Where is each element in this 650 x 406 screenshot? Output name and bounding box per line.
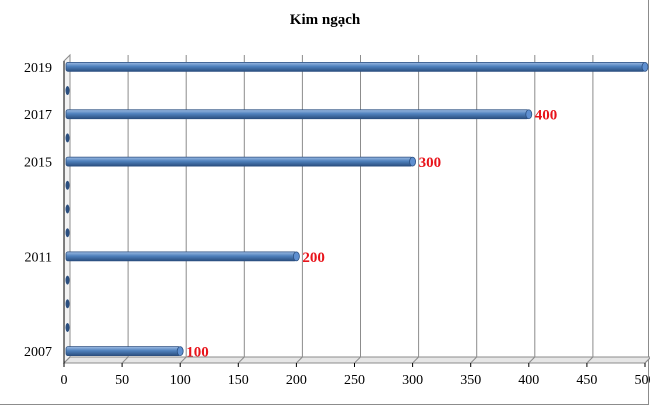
bar-cap [525, 109, 533, 120]
bar-zero [65, 228, 70, 238]
bar-zero [65, 275, 70, 285]
grid-layer [62, 53, 650, 365]
gridline-depth [412, 356, 419, 364]
gridline-depth [296, 356, 303, 364]
x-tick-label: 500 [635, 373, 650, 388]
bar [65, 109, 530, 120]
bar-layer [65, 61, 649, 357]
bar [65, 251, 297, 262]
data-label: 400 [535, 108, 558, 124]
x-tick-label: 400 [518, 373, 539, 388]
x-tick-label: 100 [170, 373, 191, 388]
bar-zero [65, 86, 70, 96]
bar-cap [409, 156, 417, 167]
y-tick-label: 2017 [24, 108, 52, 123]
bar [65, 346, 181, 357]
y-tick-label: 2011 [25, 250, 52, 265]
y-tick-label: 2015 [24, 156, 52, 171]
x-tick-label: 0 [61, 373, 68, 388]
gridline-depth [179, 356, 187, 364]
gridline-depth [528, 356, 536, 364]
bar-zero [65, 180, 70, 190]
chart-title: Kim ngạch [289, 12, 361, 28]
bar [65, 156, 414, 167]
bar [65, 61, 646, 72]
x-tick-label: 200 [286, 373, 307, 388]
x-tick-label: 350 [460, 373, 481, 388]
gridline-depth [586, 356, 594, 364]
x-tick-label: 300 [402, 373, 423, 388]
bar-zero [65, 204, 70, 214]
x-tick-label: 450 [576, 373, 597, 388]
x-tick-label: 250 [344, 373, 365, 388]
data-label: 100 [186, 345, 209, 361]
y-tick-label: 2007 [24, 345, 52, 360]
gridline-depth [237, 356, 245, 364]
x-tick-label: 150 [228, 373, 249, 388]
gridline-depth [63, 356, 71, 364]
y-tick-label: 2019 [24, 61, 52, 76]
gridline-depth [470, 356, 478, 364]
bar-zero [65, 133, 70, 143]
data-label: 300 [419, 155, 442, 171]
bar-cap [292, 251, 300, 262]
x-tick-label: 50 [115, 373, 129, 388]
axis-layer: 0 50 100 150 200 250 300 350 400 450 500 2007 2011 20… [24, 61, 650, 388]
bar-zero [65, 299, 70, 309]
label-layer: 100 200 300 400 [186, 108, 557, 361]
data-label: 200 [302, 250, 325, 266]
gridline-depth [644, 357, 650, 364]
bar-cap [176, 346, 184, 357]
gridline-depth [121, 356, 129, 364]
bar-cap [641, 61, 649, 72]
bar-zero [65, 322, 70, 332]
gridline-depth [354, 356, 361, 364]
